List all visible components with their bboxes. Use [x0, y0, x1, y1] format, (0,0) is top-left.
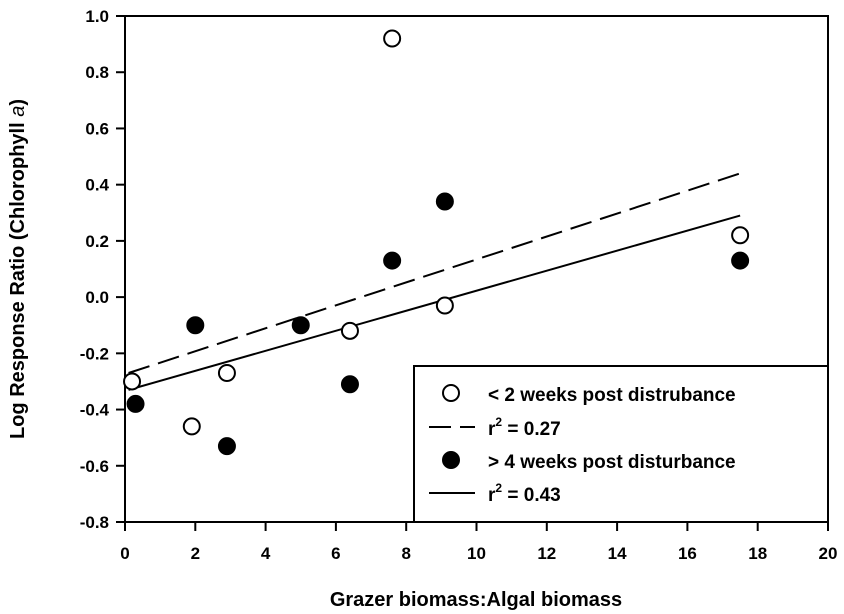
x-tick-label: 10 — [467, 544, 486, 563]
y-tick-label: 1.0 — [85, 7, 109, 26]
y-tick-label: -0.4 — [80, 401, 110, 420]
legend-filled-circle-symbol — [442, 451, 460, 469]
filled-circle-point — [291, 316, 310, 335]
y-tick-label: 0.0 — [85, 288, 109, 307]
data-points — [123, 29, 750, 456]
filled-circle-point — [731, 251, 750, 270]
open-circle-point — [123, 372, 142, 391]
y-axis-title-prefix: Log Response Ratio (Chlorophyll — [7, 117, 29, 439]
legend-series-label-1: < 2 weeks post distrubance — [488, 385, 736, 406]
y-tick-label: -0.6 — [80, 457, 109, 476]
x-tick-label: 12 — [537, 544, 556, 563]
filled-circle-point — [340, 375, 359, 394]
x-tick-label: 14 — [608, 544, 627, 563]
y-tick-label: 0.8 — [85, 63, 109, 82]
y-axis-title-suffix: ) — [7, 99, 29, 106]
x-tick-label: 20 — [819, 544, 838, 563]
regression-line-2 — [128, 214, 741, 391]
open-circle-point — [340, 321, 359, 340]
x-tick-label: 4 — [261, 544, 271, 563]
open-circle-point — [217, 364, 236, 383]
filled-circle-point — [435, 192, 454, 211]
x-tick-label: 18 — [748, 544, 767, 563]
x-tick-label: 2 — [191, 544, 200, 563]
y-tick-label: -0.8 — [80, 513, 109, 532]
filled-circle-point — [126, 394, 145, 413]
y-tick-label: 0.6 — [85, 119, 109, 138]
filled-circle-point — [186, 316, 205, 335]
x-tick-label: 0 — [120, 544, 129, 563]
open-circle-point — [435, 296, 454, 315]
filled-circle-point — [217, 437, 236, 456]
y-tick-label: 0.4 — [85, 176, 109, 195]
filled-circle-point — [383, 251, 402, 270]
legend: < 2 weeks post distrubance r2 = 0.27 > 4 w… — [413, 365, 829, 523]
legend-series-label-2: > 4 weeks post disturbance — [488, 452, 736, 473]
legend-box — [413, 365, 829, 523]
y-tick-label: 0.2 — [85, 232, 109, 251]
open-circle-point — [182, 417, 201, 436]
y-axis-title-italic: a — [7, 106, 29, 117]
x-axis-title: Grazer biomass:Algal biomass — [330, 589, 622, 611]
x-tick-label: 16 — [678, 544, 697, 563]
y-axis-title: Log Response Ratio (Chlorophyll a) — [7, 99, 29, 439]
regression-line-1 — [128, 172, 741, 374]
x-tick-label: 8 — [401, 544, 410, 563]
legend-fit-label-1: r2 = 0.27 — [488, 415, 561, 440]
x-tick-label: 6 — [331, 544, 340, 563]
legend-fit-label-2: r2 = 0.43 — [488, 481, 561, 506]
legend-open-circle-symbol — [442, 384, 460, 402]
open-circle-point — [383, 29, 402, 48]
open-circle-point — [731, 226, 750, 245]
axes: 0 2 4 6 8 10 12 14 16 18 20 -0.8 -0.6 -0.4 -0.2 0.0 0.2 0… — [80, 7, 838, 563]
y-tick-label: -0.2 — [80, 344, 109, 363]
